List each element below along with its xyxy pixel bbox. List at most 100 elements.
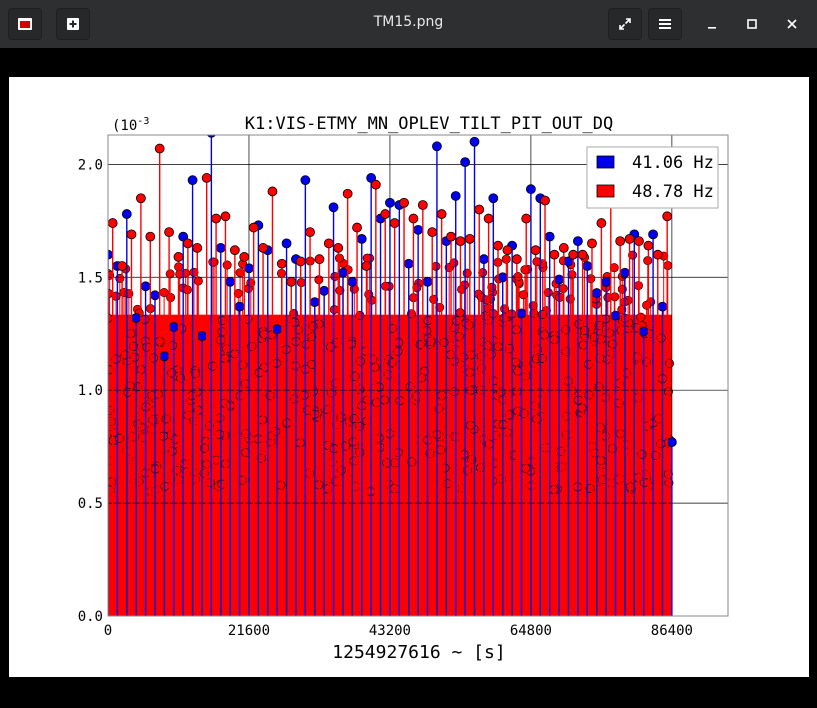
data-point-s1 (427, 227, 438, 238)
data-point-s1 (239, 252, 250, 262)
data-point-s0 (140, 281, 151, 292)
band-marker (329, 444, 339, 454)
new-tab-button[interactable] (56, 8, 90, 40)
data-point-s0 (479, 254, 489, 265)
close-button[interactable] (782, 14, 802, 34)
band-marker (483, 341, 493, 351)
band-marker (241, 448, 251, 458)
data-point-s0 (309, 297, 320, 308)
data-point-s1 (126, 229, 137, 240)
legend-swatch-blue (596, 155, 615, 169)
data-point-s0 (488, 193, 499, 204)
data-point-s1 (286, 276, 297, 287)
band-marker (596, 423, 606, 433)
data-point-s0 (168, 322, 179, 332)
band-marker (567, 270, 577, 280)
data-point-s1 (455, 236, 466, 247)
band-marker (329, 305, 339, 315)
band-marker (417, 373, 427, 383)
x-tick-label: 64800 (510, 623, 552, 639)
data-point-s1 (643, 240, 654, 251)
data-point-s0 (328, 202, 339, 213)
title-bar: TM15.png (0, 0, 817, 48)
data-point-s1 (615, 236, 626, 247)
band-marker (520, 265, 530, 275)
data-point-s0 (403, 258, 414, 269)
data-point-s1 (305, 227, 315, 238)
data-point-s1 (276, 258, 287, 269)
y-scale-label: (10-3 (112, 116, 149, 134)
menu-button[interactable] (648, 8, 682, 40)
maximize-icon (747, 19, 757, 29)
band-marker (609, 263, 619, 273)
y-tick-label: 1.5 (78, 270, 103, 286)
data-point-s0 (300, 175, 311, 186)
data-point-s1 (577, 249, 588, 260)
band-marker (586, 274, 596, 284)
data-point-s1 (173, 252, 184, 262)
data-point-s1 (558, 243, 569, 253)
data-point-s0 (215, 243, 226, 253)
data-point-s1 (182, 238, 193, 249)
data-point-s1 (192, 243, 203, 253)
data-point-s0 (554, 274, 564, 285)
data-point-s0 (432, 141, 442, 152)
minimize-button[interactable] (702, 14, 722, 34)
data-point-s1 (361, 261, 372, 271)
fullscreen-button[interactable] (608, 8, 642, 40)
data-point-s1 (634, 236, 644, 247)
band-marker (111, 354, 121, 364)
data-point-s1 (164, 227, 174, 238)
data-point-s1 (511, 254, 522, 265)
data-point-s0 (638, 326, 649, 337)
band-marker (334, 253, 344, 263)
data-point-s0 (272, 324, 283, 335)
band-marker (123, 387, 133, 397)
band-marker (159, 288, 169, 298)
band-marker (584, 359, 594, 369)
data-point-s1 (652, 249, 663, 260)
data-point-s1 (108, 218, 118, 228)
data-point-s1 (493, 240, 503, 251)
y-tick-label: 2.0 (78, 157, 103, 173)
band-marker (165, 269, 175, 279)
data-point-s0 (544, 231, 555, 242)
data-point-s0 (347, 276, 358, 287)
band-marker (362, 253, 372, 263)
minimize-icon (708, 27, 716, 29)
app-menu-button[interactable] (8, 8, 42, 40)
x-tick-label: 21600 (228, 623, 270, 639)
data-point-s1 (323, 238, 334, 249)
band-marker (370, 362, 380, 372)
data-point-s0 (121, 209, 132, 219)
data-point-s1 (135, 193, 146, 204)
tick-layer: 0 21600 43200 64800 86400 0.0 0.5 1.0 1.5 2.0 (78, 157, 693, 639)
maximize-button[interactable] (742, 14, 762, 34)
y-scale-base: (10 (112, 118, 137, 134)
data-point-s1 (549, 249, 560, 260)
data-point-s0 (582, 261, 593, 271)
data-point-s1 (540, 195, 550, 206)
data-point-s0 (338, 267, 348, 278)
band-marker (193, 276, 203, 286)
data-point-s1 (211, 213, 221, 224)
legend-label-blue: 41.06 Hz (632, 153, 714, 173)
data-point-s1 (352, 222, 362, 233)
band-marker (393, 346, 403, 356)
band-marker (356, 356, 366, 366)
image-viewer-icon (18, 18, 32, 30)
data-point-s0 (657, 301, 668, 312)
band-marker (513, 366, 523, 376)
data-point-s0 (207, 135, 216, 138)
band-marker (347, 339, 357, 349)
band-marker (636, 312, 646, 322)
data-point-s1 (229, 245, 240, 256)
y-tick-label: 1.0 (78, 383, 103, 399)
chart-title: K1:VIS-ETMY_MN_OPLEV_TILT_PIT_OUT_DQ (245, 114, 613, 134)
plus-box-icon (67, 18, 79, 30)
data-point-s1 (248, 222, 259, 233)
data-point-s0 (460, 157, 471, 167)
data-point-s0 (572, 236, 583, 247)
data-point-s1 (342, 188, 353, 199)
data-point-s1 (380, 209, 391, 219)
